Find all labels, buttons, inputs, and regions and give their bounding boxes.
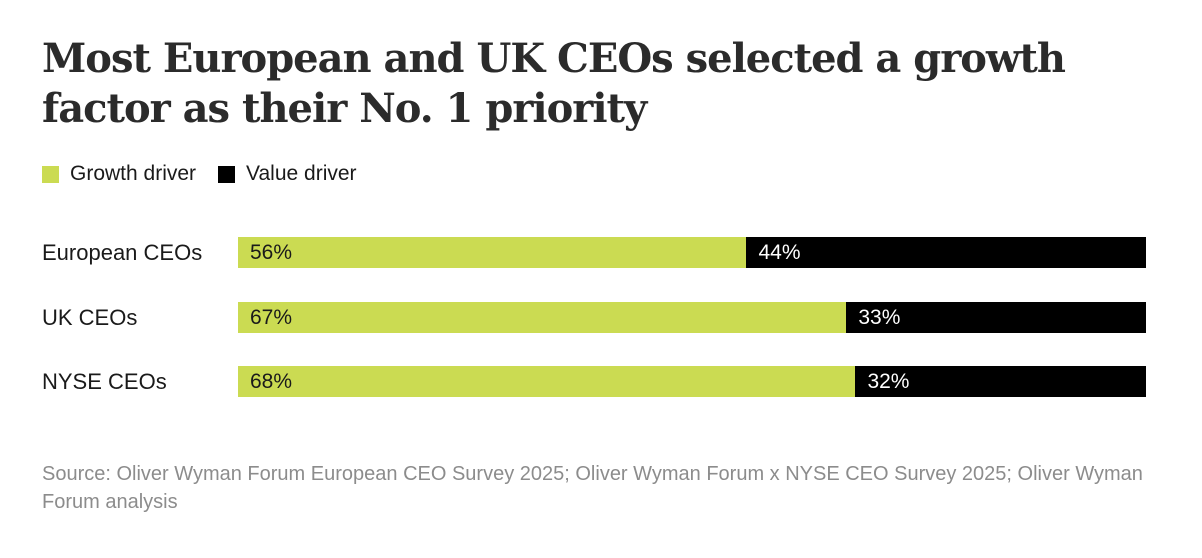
category-label: NYSE CEOs [42,369,167,394]
bar-value [746,237,1146,268]
legend-label-growth: Growth driver [70,162,197,185]
category-label: European CEOs [42,240,203,265]
category-label: UK CEOs [42,305,138,330]
source-note: Source: Oliver Wyman Forum European CEO … [42,463,1143,513]
bar-growth [238,366,856,397]
legend-label-value: Value driver [246,162,357,185]
data-label-growth: 56% [250,241,293,264]
chart-title: Most European and UK CEOs selected a gro… [42,35,1066,132]
data-label-value: 32% [867,370,910,393]
bar-value [855,366,1146,397]
data-label-growth: 68% [250,370,293,393]
legend-item-value: Value driver [218,162,357,186]
data-label-value: 44% [758,241,801,264]
data-label-growth: 67% [250,306,293,329]
legend: Growth driver Value driver [42,162,379,186]
bar-growth [238,302,847,333]
bar-growth [238,237,747,268]
legend-item-growth: Growth driver [42,162,196,186]
data-label-value: 33% [858,306,901,329]
legend-swatch-value [218,165,236,183]
legend-swatch-growth [42,165,59,183]
bar-value [846,302,1146,333]
